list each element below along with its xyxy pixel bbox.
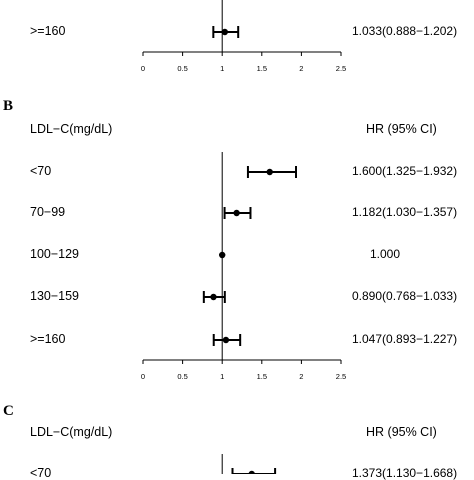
- hr-point: [222, 336, 230, 344]
- x-tick-label: 1.5: [256, 64, 268, 73]
- panel-letter: C: [3, 403, 14, 419]
- hr-ci-label: 1.033(0.888−1.202): [352, 24, 458, 38]
- column-header-group: LDL−C(mg/dL): [30, 122, 113, 136]
- hr-ci-label: 0.890(0.768−1.033): [352, 289, 458, 303]
- x-tick-label: 0: [140, 64, 146, 73]
- x-tick-label: 1: [220, 64, 225, 73]
- hr-point: [248, 470, 255, 474]
- row-label: >=160: [30, 332, 66, 346]
- hr-ci-label: 1.182(1.030−1.357): [352, 205, 458, 219]
- row-label: 100−129: [30, 247, 80, 261]
- x-tick-label: 0: [140, 372, 146, 381]
- hr-point: [266, 168, 273, 176]
- hr-point: [233, 209, 240, 217]
- hr-point: [221, 28, 229, 36]
- column-header-group: LDL−C(mg/dL): [30, 425, 113, 439]
- x-tick-label: 0.5: [177, 64, 188, 73]
- row-label: >=160: [30, 24, 66, 38]
- hr-ci-label: 1.000: [370, 247, 401, 261]
- x-tick-label: 2.5: [335, 64, 347, 73]
- x-tick-label: 2: [299, 372, 304, 381]
- column-header-hr: HR (95% CI): [366, 425, 437, 439]
- row-label: 130−159: [30, 289, 80, 303]
- x-tick-label: 0.5: [177, 372, 188, 381]
- hr-ci-label: 1.373(1.130−1.668): [352, 466, 458, 480]
- column-header-hr: HR (95% CI): [366, 122, 437, 136]
- panel-letter: B: [3, 98, 14, 114]
- x-tick-label: 2: [299, 64, 304, 73]
- hr-point: [219, 251, 226, 259]
- x-tick-label: 1.5: [256, 372, 268, 381]
- row-label: 70−99: [30, 205, 66, 219]
- hr-point: [210, 293, 217, 301]
- x-tick-label: 1: [220, 372, 225, 381]
- row-label: <70: [30, 466, 52, 480]
- hr-ci-label: 1.600(1.325−1.932): [352, 164, 458, 178]
- x-tick-label: 2.5: [335, 372, 347, 381]
- row-label: <70: [30, 164, 52, 178]
- hr-ci-label: 1.047(0.893−1.227): [352, 332, 458, 346]
